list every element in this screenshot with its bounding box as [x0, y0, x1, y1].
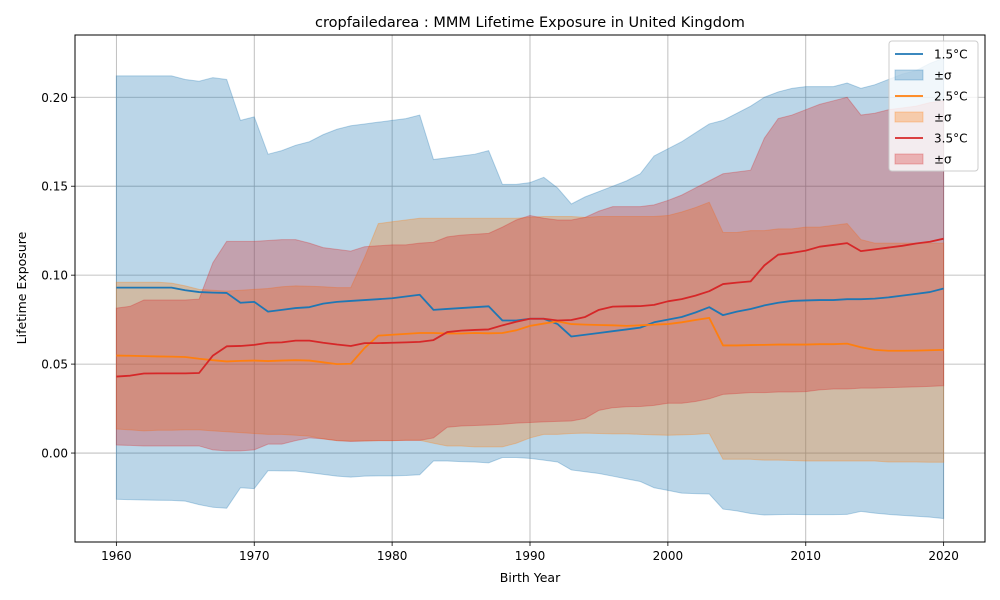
y-tick-label: 0.10	[41, 269, 68, 283]
line-2.5°C	[116, 316, 944, 366]
series-lines	[116, 237, 944, 378]
legend-band-swatch-1.5°C	[894, 69, 924, 81]
x-tick-label: 1990	[515, 549, 546, 563]
y-axis-label: Lifetime Exposure	[14, 231, 29, 344]
legend-band-swatch-2.5°C	[894, 111, 924, 123]
axis-ticks: 1960 1970 1980 1990 2000 2010 2020 0.00 0.05 0.10…	[41, 91, 959, 563]
legend-band-label-1.5°C: ±σ	[934, 69, 952, 83]
band-1.5°C	[115, 57, 945, 520]
chart-title: cropfailedarea : MMM Lifetime Exposure i…	[315, 15, 745, 31]
uncertainty-bands	[115, 57, 945, 520]
y-tick-label: 0.00	[41, 447, 68, 461]
x-tick-label: 2020	[928, 549, 959, 563]
legend: 1.5°C ±σ 2.5°C ±σ 3.5°C ±σ	[888, 40, 979, 172]
x-tick-label: 2000	[653, 549, 684, 563]
x-tick-label: 1980	[377, 549, 408, 563]
legend-band-label-2.5°C: ±σ	[934, 111, 952, 125]
legend-label-3.5°C: 3.5°C	[934, 132, 967, 146]
y-tick-label: 0.20	[41, 91, 68, 105]
y-tick-label: 0.15	[41, 180, 68, 194]
legend-band-label-3.5°C: ±σ	[934, 153, 952, 167]
grid	[75, 35, 985, 542]
x-tick-label: 1960	[101, 549, 132, 563]
band-2.5°C	[115, 201, 945, 463]
x-axis-label: Birth Year	[500, 570, 561, 585]
legend-band-swatch-3.5°C	[894, 153, 924, 165]
line-3.5°C	[116, 237, 944, 378]
legend-label-2.5°C: 2.5°C	[934, 90, 967, 104]
legend-label-1.5°C: 1.5°C	[934, 48, 967, 62]
x-tick-label: 2010	[790, 549, 821, 563]
y-tick-label: 0.05	[41, 358, 68, 372]
x-tick-label: 1970	[239, 549, 270, 563]
